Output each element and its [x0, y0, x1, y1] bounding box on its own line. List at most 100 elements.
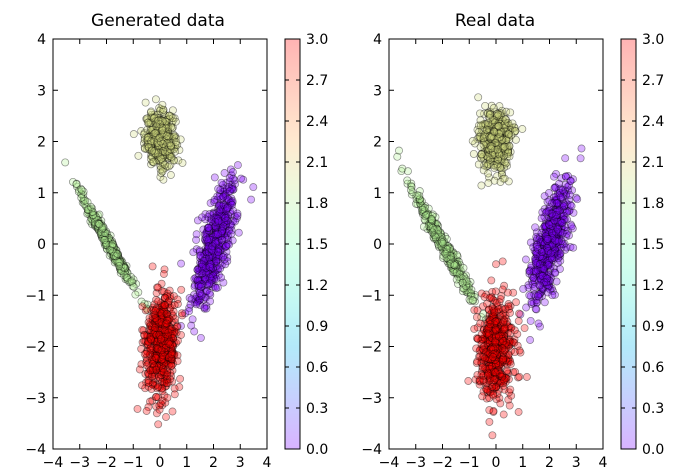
- data-point: [168, 117, 177, 125]
- data-point: [490, 149, 499, 158]
- data-point: [91, 216, 100, 225]
- data-point: [504, 131, 513, 140]
- data-point: [214, 255, 223, 264]
- colorbar: 0.00.30.60.91.21.51.82.12.42.73.0: [284, 32, 328, 458]
- data-point: [490, 118, 499, 127]
- data-point: [163, 332, 172, 341]
- data-point: [157, 309, 166, 318]
- data-point: [148, 142, 157, 151]
- data-point: [150, 129, 159, 138]
- data-point: [431, 223, 440, 232]
- data-point: [160, 301, 168, 310]
- data-point: [154, 132, 163, 141]
- data-point: [565, 206, 574, 215]
- data-point: [488, 157, 497, 166]
- data-point: [137, 360, 146, 369]
- data-point: [214, 215, 222, 224]
- data-point: [149, 158, 158, 167]
- data-point: [497, 151, 506, 160]
- data-point: [477, 150, 486, 159]
- data-point: [216, 228, 225, 237]
- data-point: [531, 257, 540, 266]
- data-point: [83, 209, 92, 218]
- data-point: [110, 249, 119, 258]
- data-point: [222, 219, 231, 228]
- data-point: [525, 291, 534, 300]
- data-point: [148, 355, 157, 364]
- data-point: [198, 213, 207, 222]
- data-point: [216, 201, 225, 210]
- data-point: [177, 330, 185, 339]
- data-point: [456, 275, 465, 284]
- data-point: [226, 187, 234, 196]
- data-point: [144, 133, 153, 142]
- data-point: [153, 349, 162, 358]
- data-point: [106, 242, 115, 251]
- data-point: [528, 271, 536, 280]
- data-point: [459, 284, 468, 293]
- data-point: [490, 138, 499, 147]
- data-point: [485, 138, 494, 147]
- data-point: [545, 203, 554, 212]
- data-point: [150, 127, 159, 136]
- data-point: [97, 226, 106, 235]
- data-point: [492, 131, 501, 140]
- data-point: [104, 233, 113, 242]
- data-point: [554, 198, 563, 207]
- data-point: [485, 131, 494, 140]
- data-point: [156, 139, 165, 148]
- data-point: [134, 151, 143, 160]
- data-point: [195, 281, 203, 290]
- data-point: [503, 149, 512, 158]
- data-point: [497, 136, 505, 145]
- data-point: [172, 138, 180, 146]
- data-point: [169, 359, 178, 368]
- data-point: [160, 335, 169, 344]
- data-point: [211, 249, 220, 258]
- data-point: [156, 339, 165, 348]
- data-point: [506, 147, 515, 156]
- data-point: [168, 330, 177, 339]
- data-point: [149, 330, 158, 339]
- data-point: [142, 361, 151, 370]
- data-point: [108, 242, 117, 251]
- data-point: [454, 257, 463, 266]
- data-point: [540, 256, 549, 264]
- data-point: [207, 259, 216, 268]
- data-point: [536, 232, 544, 241]
- data-point: [149, 306, 158, 314]
- data-point: [426, 214, 435, 223]
- data-point: [451, 255, 460, 264]
- data-point: [493, 145, 502, 154]
- data-point: [544, 189, 553, 197]
- data-point: [224, 203, 233, 212]
- data-point: [96, 223, 104, 232]
- data-point: [151, 381, 160, 390]
- data-point: [101, 233, 109, 242]
- data-point: [500, 174, 509, 183]
- data-point: [543, 224, 552, 233]
- data-point: [223, 204, 231, 213]
- data-point: [152, 343, 161, 352]
- data-point: [437, 242, 446, 251]
- data-point: [551, 246, 560, 255]
- data-point: [197, 273, 206, 282]
- data-point: [168, 340, 177, 349]
- data-point: [485, 132, 494, 141]
- data-point: [201, 293, 210, 301]
- data-point: [534, 263, 542, 272]
- data-point: [85, 210, 94, 219]
- data-point: [486, 155, 495, 164]
- data-point: [151, 117, 160, 126]
- data-point: [212, 246, 221, 255]
- data-point: [415, 195, 424, 204]
- data-point: [137, 344, 146, 353]
- data-point: [197, 291, 206, 300]
- data-point: [486, 138, 494, 147]
- data-point: [173, 336, 182, 345]
- data-point: [155, 106, 164, 115]
- data-point: [479, 120, 488, 129]
- data-point: [540, 242, 549, 251]
- data-point: [223, 214, 232, 223]
- data-point: [229, 206, 238, 215]
